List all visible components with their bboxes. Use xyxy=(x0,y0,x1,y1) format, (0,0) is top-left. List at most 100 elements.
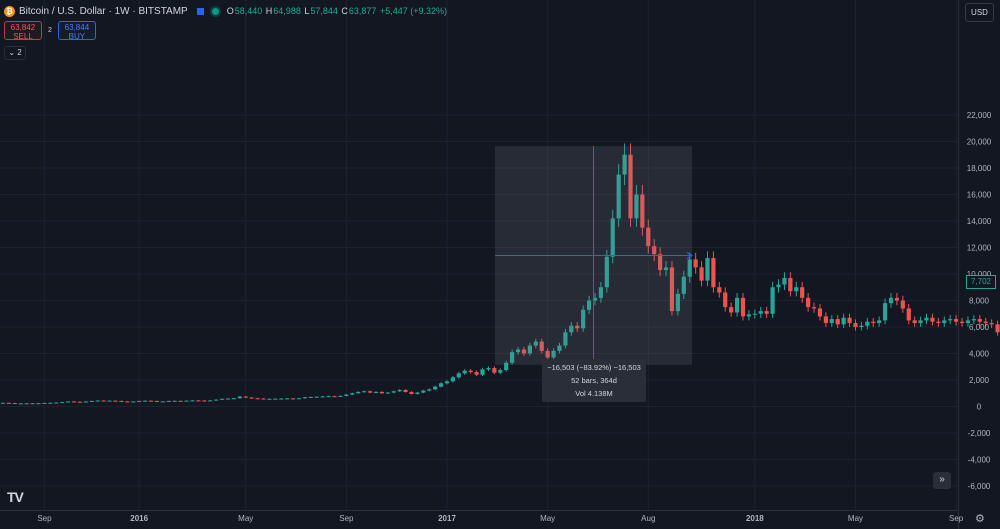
candle-body xyxy=(734,297,740,313)
candle-body xyxy=(794,287,799,292)
candle-body xyxy=(166,400,171,402)
x-tick-label: 2017 xyxy=(438,514,456,523)
candle-body xyxy=(308,396,313,398)
candle-body xyxy=(746,314,752,317)
y-tick-label: 18,000 xyxy=(967,164,992,173)
flag-icon[interactable] xyxy=(196,7,204,15)
candle-body xyxy=(356,391,361,394)
candle-body xyxy=(681,276,686,294)
candle-body xyxy=(569,325,574,333)
candle-body xyxy=(669,267,675,312)
candle-body xyxy=(54,402,59,404)
candle-body xyxy=(539,341,544,351)
settings-icon[interactable]: ⚙ xyxy=(975,513,985,525)
x-tick-label: 2016 xyxy=(130,514,148,523)
candle-body xyxy=(740,297,746,317)
candle-body xyxy=(107,400,112,402)
candle-body xyxy=(397,389,402,392)
candle-body xyxy=(658,254,663,271)
candle-body xyxy=(71,401,77,403)
candle-body xyxy=(444,381,450,384)
tradingview-logo[interactable]: TV xyxy=(7,489,24,505)
y-tick-label: -2,000 xyxy=(968,429,991,438)
measure-volume: Vol 4.138M xyxy=(575,389,613,398)
x-tick-label: Sep xyxy=(37,514,52,523)
candle-body xyxy=(450,377,456,382)
y-tick-label: 12,000 xyxy=(967,244,992,253)
candle-body xyxy=(6,402,12,404)
currency-button[interactable]: USD xyxy=(965,3,994,22)
candle-body xyxy=(421,390,426,393)
candle-body xyxy=(764,311,769,314)
candle-body xyxy=(948,319,953,321)
measure-change: −16,503 (−83.92%) −16,503 xyxy=(547,363,641,372)
buy-button[interactable]: 63,844 BUY xyxy=(57,21,96,41)
candle-body xyxy=(575,325,580,329)
symbol-title[interactable]: Bitcoin / U.S. Dollar · 1W · BITSTAMP xyxy=(19,5,188,17)
candle-body xyxy=(0,402,6,404)
candle-body xyxy=(403,389,408,392)
candle-body xyxy=(12,403,17,405)
candle-body xyxy=(622,154,627,175)
candle-body xyxy=(598,287,604,298)
candle-body xyxy=(95,400,100,402)
candle-body xyxy=(261,398,266,400)
candle-body xyxy=(959,321,965,324)
candle-body xyxy=(219,398,225,400)
candle-body xyxy=(646,227,651,247)
candle-body xyxy=(498,370,503,373)
y-tick-label: 2,000 xyxy=(969,376,990,385)
candle-body xyxy=(427,389,432,391)
candle-body xyxy=(326,396,331,398)
candle-body xyxy=(24,403,29,405)
sell-button[interactable]: 63,842 SELL xyxy=(4,21,42,41)
candle-body xyxy=(468,370,473,373)
ohlc-values: O58,440 H64,988 L57,844 C63,877 +5,447 (… xyxy=(226,6,448,16)
candle-body xyxy=(717,287,722,293)
candle-body xyxy=(433,386,438,390)
candle-body xyxy=(930,317,935,322)
candle-body xyxy=(954,319,959,322)
indicators-toggle[interactable]: ⌄ 2 xyxy=(4,46,26,60)
candle-body xyxy=(77,401,83,403)
candle-body xyxy=(83,401,88,403)
candle-body xyxy=(788,277,793,292)
candle-body xyxy=(113,400,118,402)
candle-body xyxy=(148,400,154,402)
candle-body xyxy=(119,400,124,402)
candle-body xyxy=(391,391,396,393)
candle-body xyxy=(154,400,160,402)
y-tick-label: -6,000 xyxy=(968,482,991,491)
candle-body xyxy=(101,400,106,402)
candle-body xyxy=(652,246,657,255)
candle-body xyxy=(983,321,988,324)
market-status-icon[interactable] xyxy=(211,7,219,15)
candle-body xyxy=(687,259,692,277)
candle-body xyxy=(521,349,527,354)
candle-body xyxy=(18,403,23,405)
candle-body xyxy=(89,400,94,402)
x-tick-label: May xyxy=(848,514,863,523)
candle-body xyxy=(936,321,941,324)
candle-body xyxy=(510,352,515,363)
candle-body xyxy=(225,398,231,400)
y-tick-label: 10,000 xyxy=(967,270,992,279)
y-tick-label: 20,000 xyxy=(967,138,992,147)
y-tick-label: -4,000 xyxy=(968,456,991,465)
scroll-to-realtime-button[interactable]: » xyxy=(933,472,951,489)
candle-body xyxy=(362,391,367,393)
candle-body xyxy=(320,396,325,398)
candle-body xyxy=(557,345,562,351)
candle-body xyxy=(214,399,219,401)
candle-body xyxy=(344,394,349,396)
candle-body xyxy=(456,373,461,378)
candle-body xyxy=(900,300,905,309)
candle-body xyxy=(338,395,343,397)
price-change: +5,447 (+9.32%) xyxy=(379,6,448,16)
candle-body xyxy=(871,321,876,324)
candle-body xyxy=(237,396,242,399)
candle-body xyxy=(634,194,639,219)
candle-body xyxy=(267,398,272,400)
candle-body xyxy=(693,259,698,268)
